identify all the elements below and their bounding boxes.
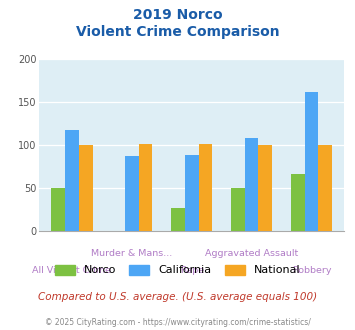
Bar [291,174,305,231]
Bar [139,144,153,231]
Bar [51,188,65,231]
Bar [79,145,93,231]
Bar [198,144,212,231]
Bar [231,188,245,231]
Text: 2019 Norco: 2019 Norco [133,8,222,22]
Bar [171,208,185,231]
Text: Murder & Mans...: Murder & Mans... [91,249,173,258]
Text: Violent Crime Comparison: Violent Crime Comparison [76,25,279,39]
Bar [318,145,332,231]
Bar [258,145,272,231]
Text: Aggravated Assault: Aggravated Assault [205,249,298,258]
Legend: Norco, California, National: Norco, California, National [55,265,300,275]
Text: Robbery: Robbery [292,266,331,275]
Text: Compared to U.S. average. (U.S. average equals 100): Compared to U.S. average. (U.S. average … [38,292,317,302]
Bar [125,156,139,231]
Bar [185,155,198,231]
Text: All Violent Crime: All Violent Crime [32,266,111,275]
Bar [245,138,258,231]
Bar [305,92,318,231]
Bar [65,130,79,231]
Text: Rape: Rape [180,266,204,275]
Text: © 2025 CityRating.com - https://www.cityrating.com/crime-statistics/: © 2025 CityRating.com - https://www.city… [45,318,310,327]
